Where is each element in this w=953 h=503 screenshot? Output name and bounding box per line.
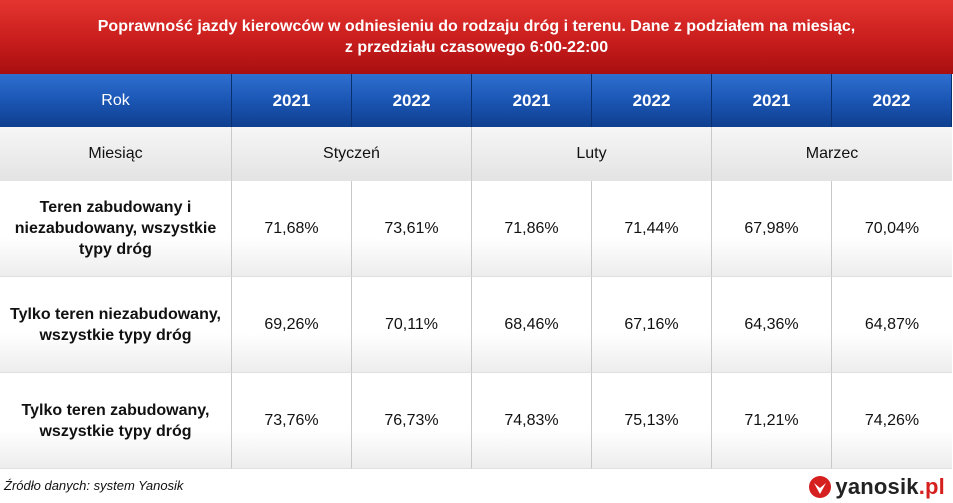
data-table: Rok 2021 2022 2021 2022 2021 2022 Miesią…: [0, 74, 953, 469]
value-cell: 69,26%: [232, 277, 352, 373]
month-header-cell: Styczeń: [232, 127, 472, 181]
year-header-cell: 2021: [472, 74, 592, 127]
yanosik-logo: yanosik.pl: [808, 474, 945, 500]
month-row-label: Miesiąc: [0, 127, 232, 181]
value-cell: 64,87%: [832, 277, 952, 373]
value-cell: 71,21%: [712, 373, 832, 469]
title-line-1: Poprawność jazdy kierowców w odniesieniu…: [97, 18, 856, 35]
year-header-cell: 2022: [352, 74, 472, 127]
row-label: Tylko teren zabudowany, wszystkie typy d…: [0, 373, 232, 469]
value-cell: 71,86%: [472, 181, 592, 277]
table-row: Teren zabudowany i niezabudowany, wszyst…: [0, 181, 953, 277]
logo-tld: .pl: [918, 474, 945, 499]
value-cell: 76,73%: [352, 373, 472, 469]
value-cell: 70,04%: [832, 181, 952, 277]
value-cell: 75,13%: [592, 373, 712, 469]
table-row: Tylko teren niezabudowany, wszystkie typ…: [0, 277, 953, 373]
year-header-row: Rok 2021 2022 2021 2022 2021 2022: [0, 74, 953, 127]
month-header-cell: Marzec: [712, 127, 952, 181]
value-cell: 67,16%: [592, 277, 712, 373]
value-cell: 68,46%: [472, 277, 592, 373]
yanosik-logo-icon: [809, 476, 832, 498]
year-header-cell: 2021: [712, 74, 832, 127]
table-row: Tylko teren zabudowany, wszystkie typy d…: [0, 373, 953, 469]
logo-wordmark: yanosik.pl: [835, 474, 945, 500]
month-header-cell: Luty: [472, 127, 712, 181]
value-cell: 71,68%: [232, 181, 352, 277]
month-header-row: Miesiąc Styczeń Luty Marzec: [0, 127, 953, 181]
title-line-2: z przedziału czasowego 6:00-22:00: [344, 39, 609, 56]
value-cell: 67,98%: [712, 181, 832, 277]
year-row-label: Rok: [0, 74, 232, 127]
value-cell: 73,76%: [232, 373, 352, 469]
title-bar: Poprawność jazdy kierowców w odniesieniu…: [0, 0, 953, 74]
value-cell: 74,83%: [472, 373, 592, 469]
value-cell: 70,11%: [352, 277, 472, 373]
value-cell: 73,61%: [352, 181, 472, 277]
logo-name: yanosik: [835, 474, 919, 499]
year-header-cell: 2021: [232, 74, 352, 127]
value-cell: 71,44%: [592, 181, 712, 277]
row-label: Tylko teren niezabudowany, wszystkie typ…: [0, 277, 232, 373]
value-cell: 64,36%: [712, 277, 832, 373]
value-cell: 74,26%: [832, 373, 952, 469]
source-note: Źródło danych: system Yanosik: [4, 478, 184, 493]
year-header-cell: 2022: [832, 74, 952, 127]
row-label: Teren zabudowany i niezabudowany, wszyst…: [0, 181, 232, 277]
year-header-cell: 2022: [592, 74, 712, 127]
